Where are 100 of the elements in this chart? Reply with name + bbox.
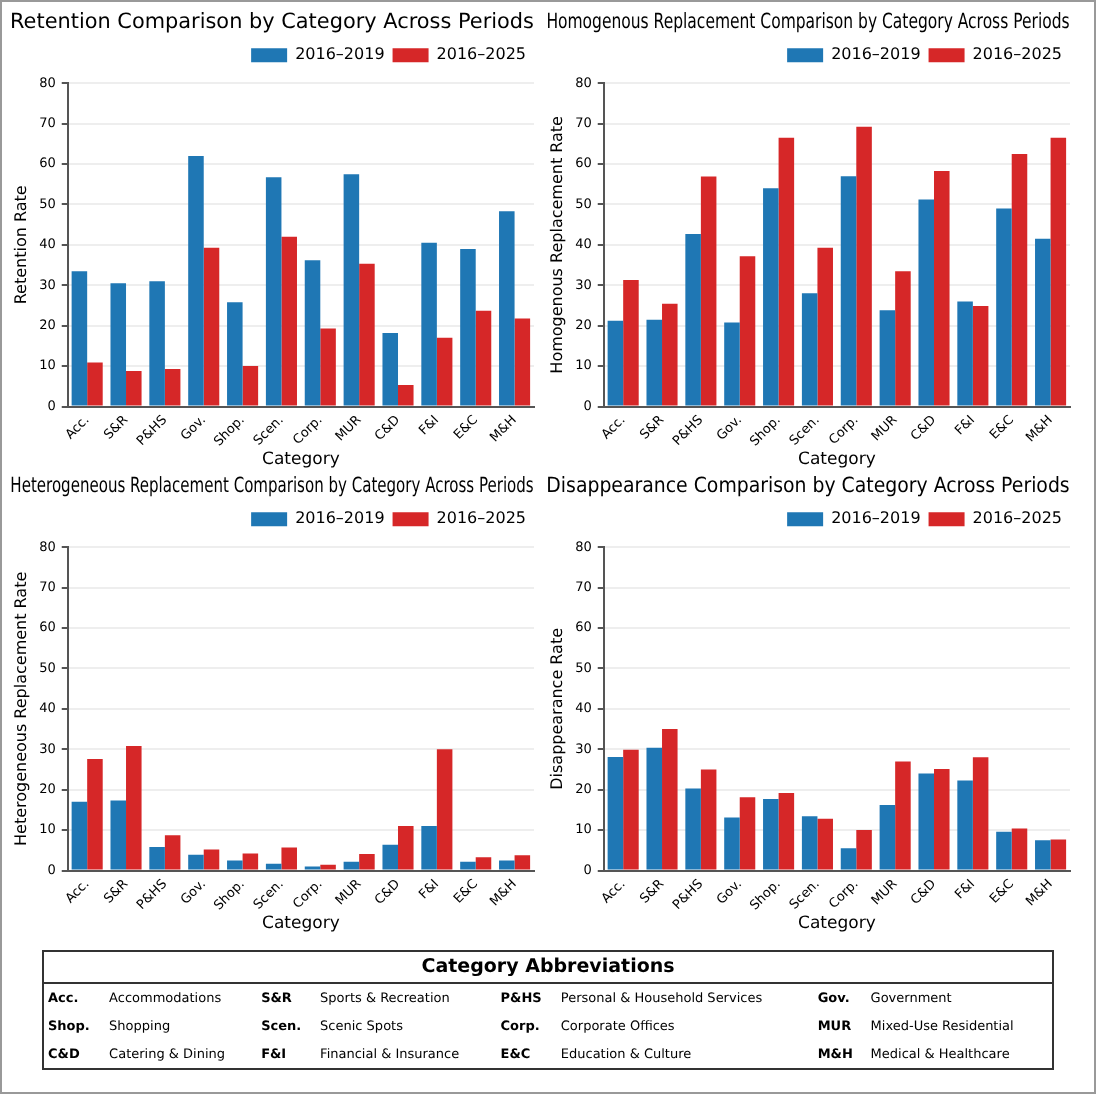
bar bbox=[623, 749, 639, 870]
bar bbox=[359, 263, 375, 406]
y-axis-title: Disappearance Rate bbox=[547, 627, 566, 790]
bar bbox=[763, 798, 779, 870]
bar bbox=[398, 385, 414, 406]
legend-label: 2016–2019 bbox=[831, 45, 921, 64]
bar bbox=[1011, 828, 1028, 870]
bar bbox=[436, 337, 453, 406]
bar bbox=[421, 242, 437, 406]
bar bbox=[662, 729, 678, 870]
bar bbox=[242, 366, 259, 406]
bar bbox=[607, 320, 624, 406]
legend-label: 2016–2019 bbox=[295, 45, 385, 64]
legend-label: 2016–2019 bbox=[831, 509, 921, 528]
bar bbox=[856, 830, 872, 870]
bar bbox=[514, 855, 531, 870]
bar bbox=[972, 757, 989, 870]
chart-title: Disappearance Comparison by Category Across Periods bbox=[546, 475, 1070, 499]
bar bbox=[126, 370, 142, 406]
bar bbox=[475, 857, 492, 870]
bar bbox=[203, 849, 220, 870]
bar bbox=[188, 854, 204, 870]
legend-label: 2016–2025 bbox=[436, 509, 526, 528]
bar bbox=[1050, 839, 1067, 870]
bar bbox=[1035, 238, 1051, 406]
chart-title: Retention Comparison by Category Across Periods bbox=[10, 10, 534, 35]
bar bbox=[934, 170, 950, 406]
bar bbox=[164, 835, 181, 870]
bar bbox=[763, 188, 779, 406]
bar bbox=[382, 332, 399, 406]
bar bbox=[281, 847, 297, 870]
bar bbox=[227, 302, 243, 406]
bar bbox=[398, 826, 414, 870]
bar bbox=[957, 301, 973, 406]
bar bbox=[817, 247, 833, 406]
bar bbox=[87, 758, 103, 870]
bar bbox=[972, 305, 989, 406]
legend-label: 2016–2025 bbox=[972, 509, 1062, 528]
bar bbox=[879, 805, 896, 870]
bar bbox=[343, 861, 360, 870]
bar bbox=[71, 271, 88, 406]
bar bbox=[110, 283, 127, 406]
bar bbox=[801, 816, 818, 870]
bar bbox=[475, 310, 492, 406]
bar bbox=[957, 780, 973, 870]
bar bbox=[840, 848, 857, 870]
bar bbox=[778, 137, 795, 406]
bar bbox=[460, 248, 476, 406]
bar bbox=[149, 847, 165, 870]
bar bbox=[724, 817, 740, 870]
bar bbox=[421, 826, 437, 870]
bar bbox=[918, 199, 935, 406]
bar bbox=[499, 860, 515, 870]
bar bbox=[281, 236, 297, 406]
bar bbox=[499, 211, 515, 406]
legend-label: 2016–2025 bbox=[972, 45, 1062, 64]
bar bbox=[1011, 153, 1028, 406]
bar bbox=[265, 863, 282, 870]
bar bbox=[856, 126, 872, 406]
y-axis-title: Retention Rate bbox=[11, 185, 30, 305]
bar bbox=[164, 368, 181, 406]
bar bbox=[320, 864, 336, 870]
bar bbox=[304, 260, 321, 406]
bar bbox=[739, 797, 756, 870]
bar bbox=[359, 853, 375, 870]
x-axis-title: Category bbox=[262, 914, 340, 935]
bar bbox=[110, 800, 127, 870]
x-axis-title: Category bbox=[798, 450, 876, 471]
bar bbox=[227, 860, 243, 870]
bar bbox=[685, 233, 701, 406]
bar bbox=[320, 328, 336, 406]
bar bbox=[149, 281, 165, 406]
x-axis-title: Category bbox=[262, 450, 340, 471]
bar bbox=[1050, 137, 1067, 406]
bar bbox=[724, 322, 740, 406]
bar bbox=[1035, 840, 1051, 870]
legend-label: 2016–2025 bbox=[436, 45, 526, 64]
bar bbox=[879, 310, 896, 406]
bar bbox=[126, 746, 142, 870]
bar bbox=[662, 303, 678, 406]
bar bbox=[265, 177, 282, 406]
bar bbox=[87, 362, 103, 406]
bar bbox=[996, 208, 1012, 406]
bar bbox=[840, 176, 857, 406]
x-axis-title: Category bbox=[798, 914, 876, 935]
y-axis-title: Heterogeneous Replacement Rate bbox=[11, 571, 30, 846]
bar bbox=[188, 155, 204, 406]
bar bbox=[460, 861, 476, 870]
bar bbox=[700, 769, 717, 870]
chart-title: Homogenous Replacement Comparison by Category Across Periods bbox=[546, 9, 1070, 35]
bar bbox=[934, 769, 950, 870]
y-axis-title: Homogenous Replacement Rate bbox=[547, 115, 566, 374]
bar bbox=[514, 318, 531, 406]
bar bbox=[623, 280, 639, 406]
bar bbox=[739, 256, 756, 406]
bar bbox=[436, 749, 453, 870]
bar bbox=[895, 271, 911, 406]
chart-title: Heterogeneous Replacement Comparison by Category Across Periods bbox=[10, 475, 535, 499]
text: Category Abbreviations bbox=[44, 952, 1052, 984]
bar bbox=[203, 247, 220, 406]
